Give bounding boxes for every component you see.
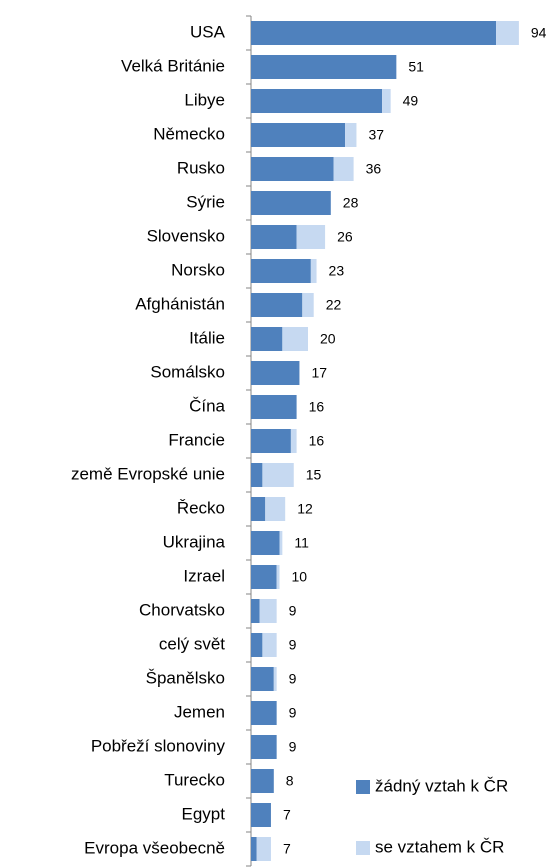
y-tick-label: Pobřeží slonoviny	[91, 736, 226, 755]
bar-segment	[251, 259, 311, 283]
bar-segment	[279, 531, 283, 555]
bar-segment	[290, 429, 297, 453]
bar-segment	[251, 123, 346, 147]
total-label: 10	[292, 569, 308, 585]
bar-segment	[251, 803, 271, 827]
total-label: 16	[309, 399, 325, 415]
bar-segment	[345, 123, 357, 147]
y-tick-label: Španělsko	[146, 668, 225, 687]
bar-segment	[273, 667, 277, 691]
y-tick-label: Egypt	[182, 804, 226, 823]
legend-label: se vztahem k ČR	[375, 837, 504, 856]
y-tick-label: Evropa všeobecně	[84, 838, 225, 857]
bar-segment	[256, 837, 271, 861]
bar-segment	[310, 259, 317, 283]
total-label: 9	[289, 603, 297, 619]
total-label: 37	[368, 127, 384, 143]
y-tick-label: Ukrajina	[163, 532, 226, 551]
y-tick-label: Německo	[153, 124, 225, 143]
total-label: 28	[343, 195, 359, 211]
bar-segment	[251, 565, 277, 589]
bar-segment	[259, 599, 277, 623]
y-tick-label: Turecko	[164, 770, 225, 789]
bar-segment	[251, 21, 497, 45]
y-tick-label: Somálsko	[150, 362, 225, 381]
bar-segment	[262, 633, 277, 657]
y-tick-label: celý svět	[159, 634, 225, 653]
bar-segment	[265, 497, 286, 521]
total-label: 20	[320, 331, 336, 347]
total-label: 15	[306, 467, 322, 483]
total-label: 9	[289, 671, 297, 687]
bar-segment	[251, 191, 331, 215]
total-label: 9	[289, 705, 297, 721]
total-label: 94	[531, 25, 547, 41]
total-label: 11	[294, 535, 309, 551]
bar-segment	[251, 293, 303, 317]
bar-segment	[302, 293, 314, 317]
total-label: 12	[297, 501, 313, 517]
total-label: 49	[403, 93, 419, 109]
y-tick-label: Jemen	[174, 702, 225, 721]
bar-segment	[251, 497, 266, 521]
bar-segment	[296, 225, 326, 249]
bar-segment	[251, 55, 397, 79]
y-tick-label: Velká Británie	[121, 56, 225, 75]
bar-segment	[251, 531, 280, 555]
total-label: 36	[366, 161, 382, 177]
bar-segment	[251, 701, 277, 725]
total-label: 26	[337, 229, 353, 245]
bar-segment	[282, 327, 308, 351]
total-label: 23	[329, 263, 345, 279]
total-label: 17	[311, 365, 327, 381]
y-tick-label: Itálie	[189, 328, 225, 347]
bar-segment	[251, 735, 277, 759]
total-label: 9	[289, 739, 297, 755]
bar-segment	[251, 157, 334, 181]
y-tick-label: Čína	[189, 396, 225, 415]
bar-segment	[251, 599, 260, 623]
bar-segment	[251, 837, 257, 861]
legend-swatch	[356, 841, 370, 855]
total-label: 7	[283, 807, 291, 823]
total-label: 22	[326, 297, 342, 313]
y-tick-label: Rusko	[177, 158, 225, 177]
y-tick-label: země Evropské unie	[71, 464, 225, 483]
legend-label: žádný vztah k ČR	[375, 776, 508, 795]
total-label: 51	[408, 59, 424, 75]
y-tick-label: USA	[190, 22, 226, 41]
legend-swatch	[356, 780, 370, 794]
total-label: 7	[283, 841, 291, 857]
y-tick-label: Norsko	[171, 260, 225, 279]
bar-segment	[251, 327, 283, 351]
bar-segment	[251, 769, 274, 793]
y-tick-label: Libye	[184, 90, 225, 109]
y-tick-label: Izrael	[183, 566, 225, 585]
bar-segment	[333, 157, 354, 181]
bar-segment	[251, 667, 274, 691]
y-tick-label: Slovensko	[147, 226, 225, 245]
bar-segment	[251, 361, 300, 385]
total-label: 8	[286, 773, 294, 789]
total-label: 9	[289, 637, 297, 653]
bar-segment	[276, 565, 280, 589]
y-tick-label: Afghánistán	[135, 294, 225, 313]
y-tick-label: Řecko	[177, 498, 225, 517]
bar-segment	[251, 395, 297, 419]
bar-segment	[262, 463, 294, 487]
bar-segment	[496, 21, 519, 45]
bar-segment	[251, 89, 383, 113]
bar-segment	[251, 463, 263, 487]
bar-segment	[251, 633, 263, 657]
bar-segment	[382, 89, 391, 113]
bar-segment	[251, 429, 291, 453]
y-tick-label: Sýrie	[186, 192, 225, 211]
total-label: 16	[309, 433, 325, 449]
y-tick-label: Francie	[168, 430, 225, 449]
y-tick-label: Chorvatsko	[139, 600, 225, 619]
bar-segment	[251, 225, 297, 249]
